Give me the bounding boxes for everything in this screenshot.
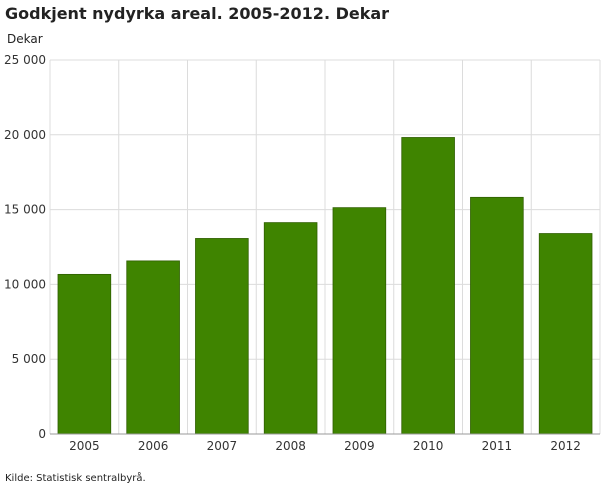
y-tick-label: 10 000 (4, 277, 46, 291)
x-tick-label: 2005 (69, 439, 100, 453)
y-tick-label: 20 000 (4, 128, 46, 142)
bar-2008 (263, 222, 318, 435)
y-tick-label: 25 000 (4, 53, 46, 67)
y-tick-label: 15 000 (4, 203, 46, 217)
bar-2010 (401, 137, 455, 435)
x-tick-label: 2009 (344, 439, 375, 453)
bar-2006 (126, 260, 180, 435)
x-tick-label: 2012 (550, 439, 581, 453)
source-note: Kilde: Statistisk sentralbyrå. (5, 473, 146, 484)
y-axis-label: Dekar (7, 32, 43, 46)
y-tick-label: 5 000 (12, 352, 46, 366)
bar-2005 (57, 273, 112, 435)
bar-2012 (538, 233, 593, 435)
x-tick-label: 2007 (207, 439, 238, 453)
bar-2009 (332, 207, 387, 435)
x-tick-label: 2008 (275, 439, 306, 453)
chart-title: Godkjent nydyrka areal. 2005-2012. Dekar (5, 4, 390, 23)
bar-2007 (195, 238, 249, 435)
bar-2011 (470, 196, 524, 435)
x-tick-label: 2011 (482, 439, 513, 453)
x-tick-label: 2010 (413, 439, 444, 453)
y-tick-label: 0 (38, 427, 46, 441)
x-tick-label: 2006 (138, 439, 169, 453)
